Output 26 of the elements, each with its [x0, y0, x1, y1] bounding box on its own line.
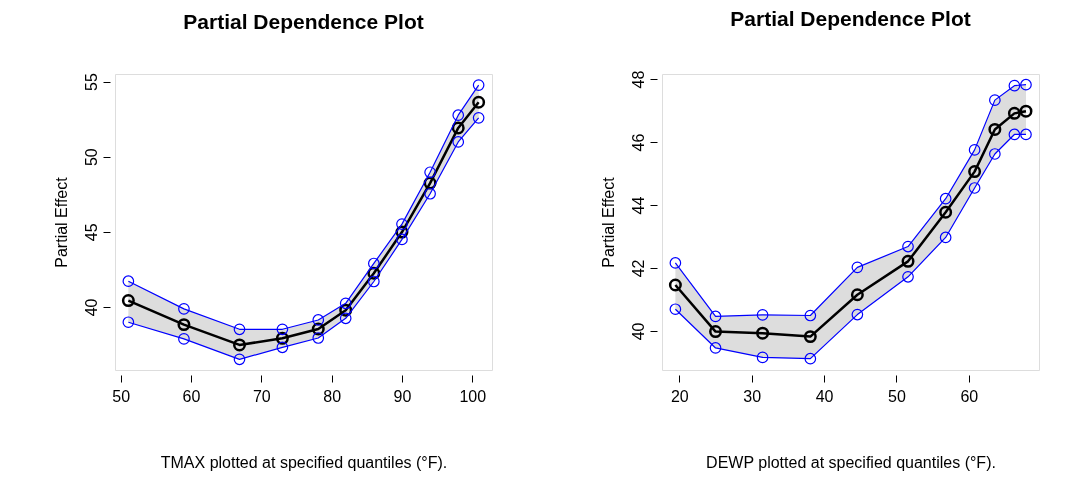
y-tick-label: 40: [629, 322, 647, 341]
x-tick-label: 60: [960, 387, 979, 405]
x-axis-title: TMAX plotted at specified quantiles (°F).: [160, 453, 448, 471]
y-tick-label: 44: [629, 196, 647, 215]
y-tick-label: 48: [629, 70, 647, 89]
x-tick-label: 40: [815, 387, 834, 405]
x-tick-label: 60: [182, 387, 201, 405]
y-tick-label: 40: [82, 298, 100, 317]
x-tick-label: 100: [459, 387, 487, 405]
y-tick-label: 50: [82, 148, 100, 167]
x-tick-label: 50: [888, 387, 906, 405]
y-axis-title: Partial Effect: [52, 176, 70, 268]
y-axis-title: Partial Effect: [599, 176, 617, 268]
chart-title: Partial Dependence Plot: [183, 9, 424, 33]
y-tick-label: 46: [629, 133, 647, 152]
x-tick-label: 90: [393, 387, 412, 405]
y-tick-label: 55: [82, 73, 100, 91]
x-tick-label: 30: [743, 387, 762, 405]
y-tick-label: 42: [629, 259, 647, 278]
y-tick-label: 45: [82, 223, 100, 242]
x-tick-label: 80: [323, 387, 342, 405]
x-tick-label: 50: [112, 387, 131, 405]
x-tick-label: 70: [252, 387, 271, 405]
x-axis-title: DEWP plotted at specified quantiles (°F).: [706, 453, 996, 471]
x-tick-label: 20: [670, 387, 689, 405]
chart-title: Partial Dependence Plot: [730, 7, 971, 31]
